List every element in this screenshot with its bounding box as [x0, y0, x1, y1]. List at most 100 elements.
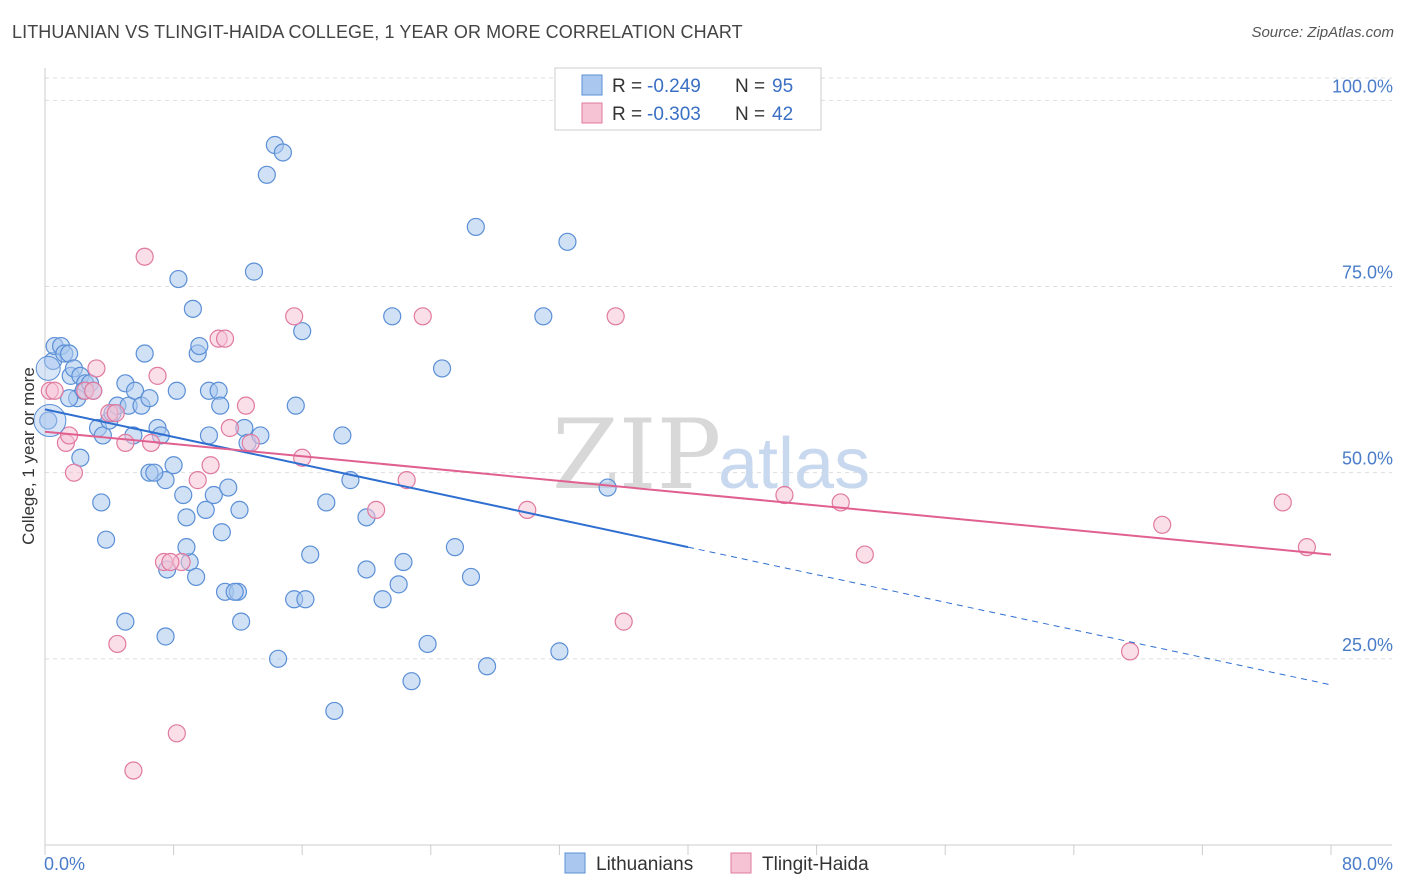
- point-lithuanians: [432, 359, 452, 378]
- point-lithuanians: [232, 612, 251, 631]
- watermark-zip: ZIP: [552, 399, 721, 511]
- point-tlingit-haida: [606, 307, 625, 326]
- point-lithuanians: [164, 456, 183, 475]
- top-legend: R = -0.249 N = 95 R = -0.303 N = 42: [554, 67, 822, 131]
- trendline-lithuanians-extension: [687, 546, 1332, 686]
- point-lithuanians: [296, 590, 315, 609]
- point-lithuanians: [211, 396, 230, 415]
- point-lithuanians: [167, 381, 186, 400]
- watermark-atlas: atlas: [718, 424, 870, 504]
- point-lithuanians: [418, 634, 437, 654]
- legend-n-value-tlingit-haida: 42: [772, 104, 793, 125]
- legend-r-label-lithuanians: R =: [612, 76, 642, 97]
- point-tlingit-haida: [413, 307, 432, 326]
- trend-layer: [44, 408, 1332, 686]
- point-tlingit-haida: [188, 471, 207, 490]
- point-lithuanians: [445, 538, 465, 557]
- point-tlingit-haida: [201, 456, 220, 475]
- point-tlingit-haida: [397, 471, 416, 490]
- point-tlingit-haida: [236, 396, 256, 415]
- point-tlingit-haida: [220, 418, 239, 438]
- trendline-tlingit-haida: [44, 430, 1332, 556]
- axes-layer: [44, 68, 1392, 855]
- point-lithuanians: [389, 575, 408, 594]
- point-tlingit-haida: [108, 634, 127, 654]
- grid-layer: [45, 77, 1392, 660]
- legend-r-value-tlingit-haida: -0.303: [647, 104, 701, 125]
- point-tlingit-haida: [64, 463, 84, 482]
- point-lithuanians: [273, 143, 293, 162]
- legend-swatch-lithuanians: [581, 74, 603, 96]
- point-lithuanians: [286, 396, 305, 415]
- point-lithuanians: [461, 567, 481, 587]
- point-lithuanians: [550, 642, 569, 661]
- bottom-legend-label-tlingit-haida: Tlingit-Haida: [762, 854, 869, 875]
- point-lithuanians: [196, 500, 215, 520]
- point-lithuanians: [35, 355, 61, 381]
- point-lithuanians: [204, 485, 223, 505]
- point-lithuanians: [598, 478, 617, 497]
- point-lithuanians: [199, 426, 219, 445]
- point-tlingit-haida: [124, 761, 143, 780]
- point-tlingit-haida: [116, 433, 135, 452]
- point-tlingit-haida: [45, 381, 64, 400]
- point-lithuanians: [169, 269, 188, 289]
- legend-swatch-tlingit-haida: [581, 102, 603, 124]
- bottom-legend-swatch-tlingit-haida: [730, 852, 752, 874]
- point-tlingit-haida: [215, 329, 235, 348]
- bottom-legend-swatch-lithuanians: [564, 852, 586, 874]
- point-lithuanians: [268, 649, 288, 668]
- point-lithuanians: [534, 307, 553, 326]
- ticks-layer: 25.0% 50.0% 75.0% 100.0% 0.0% 80.0%: [44, 76, 1393, 874]
- point-lithuanians: [190, 336, 209, 356]
- y-tick-label: 100.0%: [1332, 76, 1393, 96]
- point-tlingit-haida: [167, 724, 186, 743]
- point-lithuanians: [183, 299, 202, 318]
- point-tlingit-haida: [84, 381, 103, 400]
- point-lithuanians: [558, 232, 577, 251]
- legend-r-value-lithuanians: -0.249: [647, 76, 701, 97]
- x-tick-label-left: 0.0%: [44, 854, 85, 874]
- point-lithuanians: [301, 545, 320, 564]
- point-lithuanians: [92, 493, 111, 512]
- point-lithuanians: [257, 165, 276, 184]
- point-tlingit-haida: [161, 552, 180, 572]
- y-axis-label: College, 1 year or more: [19, 367, 38, 545]
- point-lithuanians: [244, 262, 264, 281]
- point-tlingit-haida: [367, 500, 386, 520]
- point-lithuanians: [357, 560, 376, 579]
- point-tlingit-haida: [241, 433, 260, 452]
- point-lithuanians: [60, 389, 79, 408]
- watermark: ZIP atlas: [552, 399, 870, 511]
- point-lithuanians: [177, 508, 196, 527]
- y-tick-label: 50.0%: [1342, 449, 1393, 469]
- point-lithuanians: [135, 344, 154, 363]
- legend-n-label-tlingit-haida: N =: [735, 104, 765, 125]
- legend-r-label-tlingit-haida: R =: [612, 104, 642, 125]
- point-lithuanians: [293, 322, 312, 341]
- trendline-lithuanians: [44, 408, 689, 549]
- point-tlingit-haida: [775, 485, 794, 505]
- point-tlingit-haida: [106, 403, 125, 423]
- point-lithuanians: [116, 612, 135, 631]
- point-lithuanians: [225, 582, 244, 601]
- point-lithuanians: [212, 523, 231, 542]
- legend-n-value-lithuanians: 95: [772, 76, 793, 97]
- point-lithuanians: [187, 567, 206, 587]
- point-tlingit-haida: [285, 307, 304, 326]
- point-tlingit-haida: [135, 247, 154, 266]
- chart-source: Source: ZipAtlas.com: [1251, 24, 1394, 41]
- point-lithuanians: [219, 478, 238, 497]
- point-lithuanians: [140, 389, 159, 408]
- point-lithuanians: [39, 411, 58, 430]
- point-tlingit-haida: [148, 366, 167, 385]
- point-lithuanians: [402, 672, 421, 691]
- point-lithuanians: [174, 485, 193, 505]
- point-tlingit-haida: [614, 612, 633, 631]
- point-lithuanians: [96, 530, 116, 549]
- point-tlingit-haida: [1120, 642, 1140, 661]
- y-tick-label: 25.0%: [1342, 635, 1393, 655]
- bottom-legend: Lithuanians Tlingit-Haida: [564, 852, 869, 875]
- point-lithuanians: [373, 590, 392, 609]
